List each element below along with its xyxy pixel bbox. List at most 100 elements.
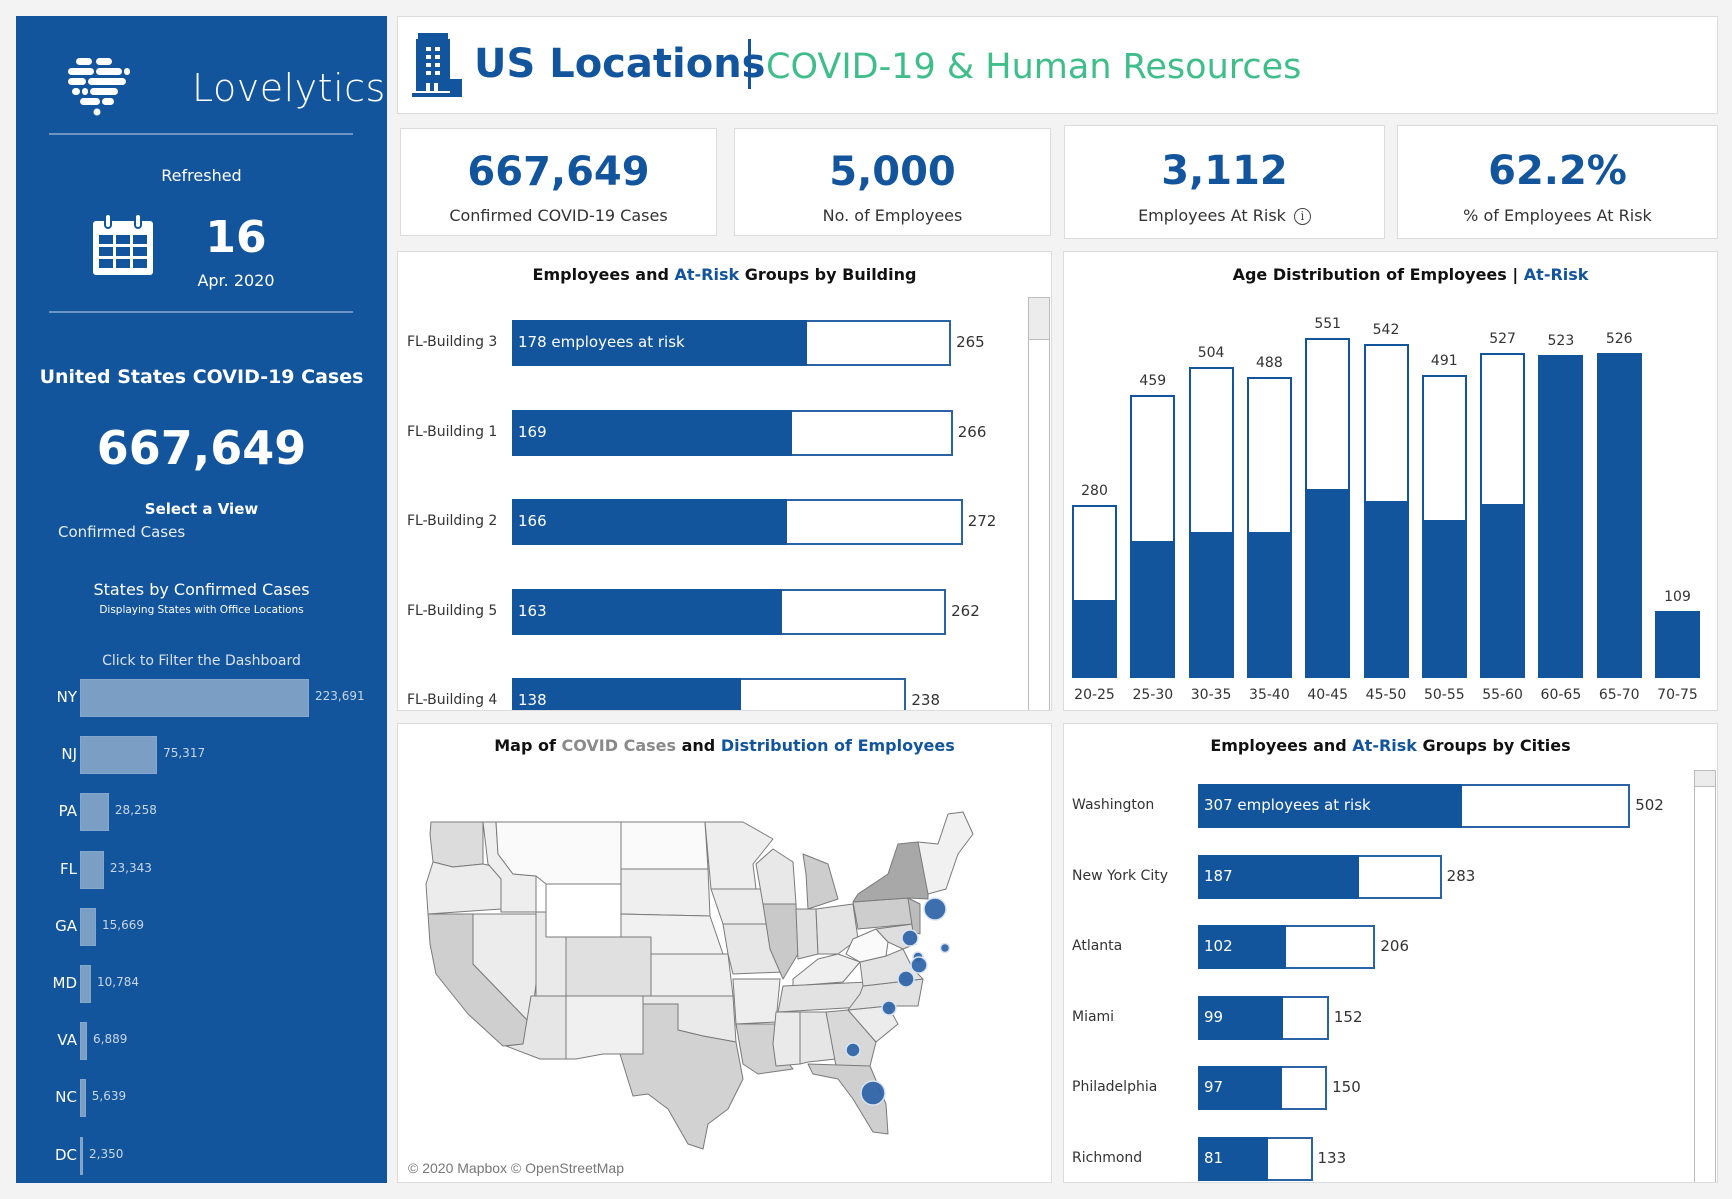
at-risk-bar[interactable] [1246,531,1292,678]
at-risk-bar[interactable] [512,409,793,456]
total-value-label: 266 [957,422,987,441]
at-risk-bar[interactable] [1072,600,1117,678]
at-risk-value-label: 163 [518,601,547,620]
at-risk-bar[interactable] [1421,520,1467,678]
at-risk-bar[interactable] [512,678,741,710]
kpi-value: 5,000 [829,149,956,195]
at-risk-bar[interactable] [1655,610,1700,678]
at-risk-bar[interactable] [512,499,788,545]
state-bar[interactable] [80,907,97,946]
state-bar[interactable] [80,1136,83,1175]
at-risk-bar[interactable] [1198,854,1359,899]
state-bar[interactable] [80,679,309,717]
state-row[interactable]: FL 23,343 [16,850,387,890]
age-category-label: 45-50 [1365,687,1407,703]
state-nd [620,821,709,870]
employee-bubble[interactable] [881,1000,897,1016]
state-label: VA [57,1031,77,1050]
at-risk-bar[interactable] [1198,1136,1268,1181]
at-risk-bar[interactable] [1480,503,1526,678]
employee-bubble[interactable] [897,970,915,988]
title-employees: Distribution of Employees [720,736,955,755]
buildings-scrollbar[interactable] [1028,297,1050,710]
state-bar[interactable] [80,1022,88,1061]
kpi-employees-at-risk: 3,112 Employees At Risk i [1064,125,1385,239]
state-row[interactable]: NJ 75,317 [16,735,387,775]
total-value-label: 262 [951,601,980,620]
at-risk-value-label: 102 [1204,937,1233,955]
state-row[interactable]: PA 28,258 [16,792,387,832]
kpi-confirmed-cases: 667,649 Confirmed COVID-19 Cases [400,128,717,236]
state-bar[interactable] [80,965,92,1003]
states-chart-title: States by Confirmed Cases [93,580,310,599]
state-ny [852,841,929,903]
state-row[interactable]: NY 223,691 [16,678,387,718]
state-row[interactable]: NC 5,639 [16,1078,387,1118]
category-label: FL-Building 1 [407,423,498,440]
kpi-value: 667,649 [467,149,650,195]
state-al [799,1011,837,1065]
lovelytics-logo: Lovelytics [66,52,385,122]
state-wi [755,848,797,905]
at-risk-bar[interactable] [1198,925,1286,969]
scrollbar-thumb[interactable] [1695,771,1715,787]
age-category-label: 60-65 [1540,687,1582,703]
us-map[interactable] [398,724,1052,1183]
employee-bubble[interactable] [923,897,947,921]
state-ar [732,978,781,1025]
filter-hint: Click to Filter the Dashboard [102,653,301,669]
at-risk-bar[interactable] [1198,784,1463,828]
scrollbar-thumb[interactable] [1029,298,1049,340]
age-category-label: 30-35 [1190,687,1232,703]
state-oh [815,903,859,955]
employee-bubble[interactable] [845,1042,861,1058]
state-row[interactable]: GA 15,669 [16,907,387,947]
cities-scrollbar[interactable] [1694,770,1716,1182]
page-subtitle: COVID-19 & Human Resources [766,47,1302,87]
at-risk-bar[interactable] [1188,531,1234,678]
state-row[interactable]: DC 2,350 [16,1136,387,1176]
map-title: Map of COVID Cases and Distribution of E… [398,736,1051,755]
at-risk-bar[interactable] [512,320,807,366]
divider [49,311,353,313]
info-icon[interactable]: i [1293,208,1311,225]
at-risk-bar[interactable] [1596,353,1642,678]
state-value: 28,258 [114,803,157,818]
map-panel: Map of COVID Cases and Distribution of E… [397,723,1052,1183]
state-bar[interactable] [80,850,104,889]
at-risk-bar[interactable] [1198,995,1284,1040]
employee-bubbles [845,897,951,1106]
state-ms [772,1011,801,1067]
state-bar[interactable] [80,1079,86,1118]
category-label: Washington [1072,797,1155,813]
state-mi [802,853,839,910]
brand-name: Lovelytics [192,66,386,110]
heart-logo-icon [68,58,130,116]
select-view-dropdown[interactable]: Confirmed Cases [58,523,186,541]
employee-bubble[interactable] [910,956,928,974]
state-bar[interactable] [80,736,158,775]
age-category-label: 65-70 [1598,687,1640,703]
at-risk-bar[interactable] [512,588,783,635]
state-label: PA [58,802,77,821]
employee-bubble[interactable] [939,942,951,954]
at-risk-value-label: 138 [518,691,547,709]
employee-bubble[interactable] [901,929,919,947]
at-risk-bar[interactable] [1130,541,1176,678]
at-risk-value-label: 307 employees at risk [1204,796,1371,814]
category-label: FL-Building 4 [407,692,498,708]
at-risk-bar[interactable] [1538,355,1584,678]
state-row[interactable]: MD 10,784 [16,964,387,1004]
at-risk-bar[interactable] [1198,1066,1282,1110]
at-risk-bar[interactable] [1363,500,1409,678]
at-risk-bar[interactable] [1305,489,1351,678]
state-row[interactable]: VA 6,889 [16,1021,387,1061]
title-separator [748,39,751,89]
category-label: FL-Building 2 [407,513,498,529]
employee-bubble[interactable] [860,1080,886,1106]
state-bar[interactable] [80,793,109,832]
state-label: DC [54,1145,77,1164]
state-value: 223,691 [315,689,365,703]
category-label: Richmond [1072,1149,1143,1166]
state-label: GA [55,916,77,935]
